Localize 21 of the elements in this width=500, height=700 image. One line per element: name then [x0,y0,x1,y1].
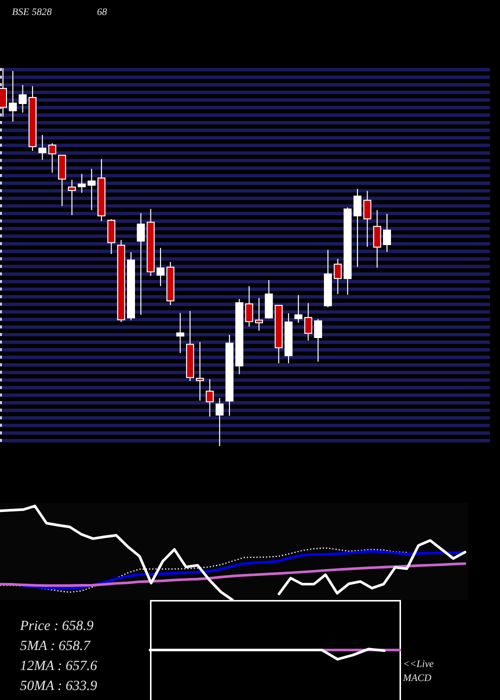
text: 50MA : 633.9 [20,679,98,694]
candlestick [373,210,382,268]
annotation: <<Live MACD [402,659,434,684]
candlestick [206,378,214,418]
candlestick [255,297,263,332]
text: 12MA : 657.6 [20,659,98,674]
candlestick [216,397,224,446]
candlestick [353,188,362,268]
candlestick [314,318,322,362]
candlestick [363,190,372,248]
candlestick [383,213,391,252]
text: Price : 658.9 [19,619,94,634]
chart-subtitle: 68 [97,7,107,18]
candlestick [107,218,116,254]
candlestick [176,312,184,354]
candlestick [156,247,165,287]
candlestick [58,154,66,206]
chart-title: BSE 5828 [12,7,52,18]
candlestick [68,179,76,216]
candlestick [196,342,204,402]
text: 5MA : 658.7 [20,639,92,654]
